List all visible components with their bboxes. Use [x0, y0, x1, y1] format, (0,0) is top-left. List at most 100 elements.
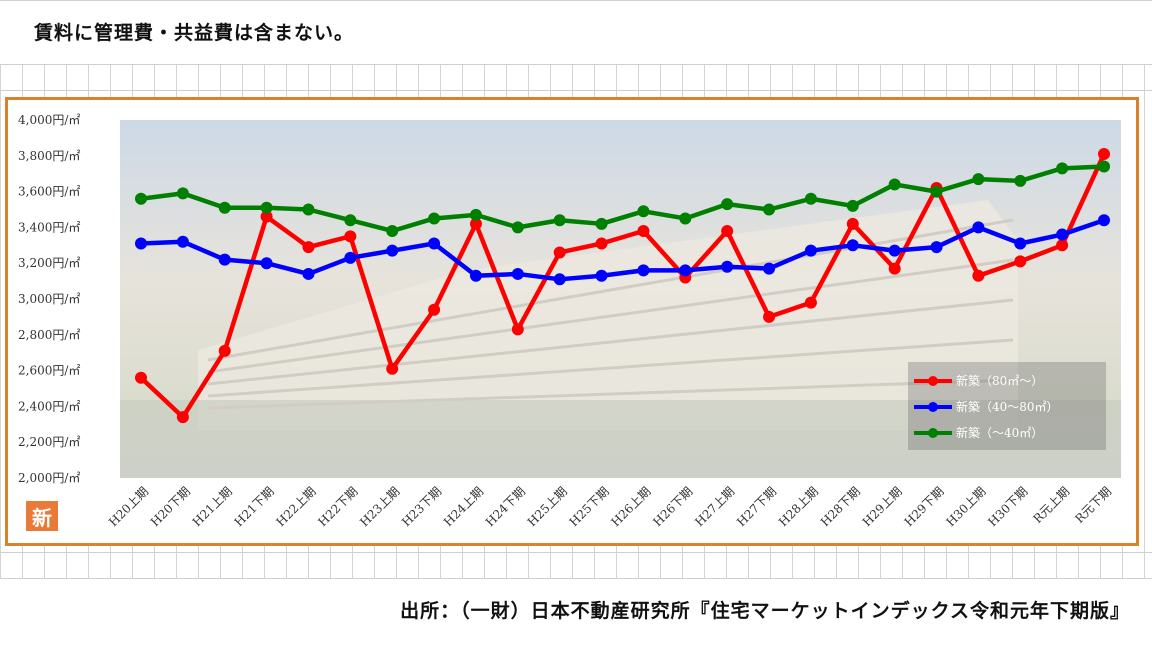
data-point [637, 205, 650, 218]
data-point [428, 303, 441, 316]
data-point [763, 203, 776, 216]
y-tick-label: 2,800円/㎡ [18, 328, 80, 342]
x-tick-label: H28下期 [818, 484, 863, 529]
data-point [1056, 228, 1069, 241]
x-tick-label: H29下期 [902, 484, 947, 529]
data-point [511, 267, 524, 280]
data-point [135, 192, 147, 205]
data-point [386, 244, 399, 257]
x-tick-label: H25下期 [567, 484, 612, 529]
data-point [1098, 214, 1110, 227]
x-tick-label: H20下期 [148, 484, 193, 529]
data-point [176, 235, 189, 248]
series-line [140, 218, 1105, 282]
data-point [888, 178, 901, 191]
data-point [1014, 174, 1027, 187]
building-floor-line [207, 258, 1014, 374]
legend: 新築（80㎡～） 新築（40～80㎡） 新築（～40㎡） [908, 362, 1106, 450]
data-point [972, 173, 985, 186]
data-point [176, 411, 189, 424]
data-point [637, 264, 650, 277]
data-point [721, 224, 734, 237]
data-point [344, 214, 357, 227]
data-point [218, 253, 231, 266]
x-tick-label: R元下期 [1072, 484, 1114, 526]
data-point [469, 208, 482, 221]
legend-swatch-marker [928, 376, 938, 386]
building-photo-background [120, 200, 1121, 478]
data-point [469, 217, 482, 230]
data-point [176, 187, 189, 200]
x-tick-label: H23下期 [399, 484, 444, 529]
data-point [930, 185, 943, 198]
x-tick-label: H26上期 [608, 484, 653, 529]
data-point [302, 241, 315, 254]
grid-row-line [0, 552, 1152, 553]
x-tick-label: H26下期 [650, 484, 695, 529]
building-floor-line [207, 378, 1014, 410]
data-point [763, 310, 776, 323]
y-tick-label: 3,800円/㎡ [18, 149, 80, 163]
data-point [1098, 160, 1110, 173]
data-point [260, 201, 273, 214]
data-point [679, 264, 692, 277]
data-point [344, 251, 357, 264]
data-point [763, 262, 776, 275]
x-tick-label: H29上期 [860, 484, 905, 529]
building-floor-line [207, 218, 1014, 362]
data-point [218, 344, 231, 357]
x-tick-label: H21上期 [190, 484, 235, 529]
x-tick-label: H27下期 [734, 484, 779, 529]
x-tick-label: H24上期 [441, 484, 486, 529]
x-tick-label: H25上期 [525, 484, 570, 529]
data-point [721, 198, 734, 211]
data-point [804, 244, 817, 257]
data-point [135, 371, 147, 384]
note-band [0, 0, 1152, 64]
data-point [260, 257, 273, 270]
data-point [888, 262, 901, 275]
y-tick-label: 3,400円/㎡ [18, 220, 80, 234]
data-point [972, 269, 985, 282]
grid-row-line [0, 578, 1152, 579]
source-text: 出所：（一財）日本不動産研究所『住宅マーケットインデックス令和元年下期版』 [400, 600, 1130, 622]
legend-label: 新築（40～80㎡） [956, 399, 1059, 414]
line-chart: 4,000円/㎡ 3,800円/㎡ 3,600円/㎡ 3,400円/㎡ 3,200円/㎡… [18, 113, 1121, 529]
legend-label: 新築（～40㎡） [956, 425, 1043, 440]
data-point [1056, 162, 1069, 175]
x-tick-label: H30下期 [985, 484, 1030, 529]
data-point [595, 269, 608, 282]
x-tick-label: H30上期 [943, 484, 988, 529]
data-point [888, 244, 901, 257]
chart-frame: 4,000円/㎡ 3,800円/㎡ 3,600円/㎡ 3,400円/㎡ 3,200円/㎡… [5, 97, 1139, 546]
data-point [846, 239, 859, 252]
data-point [721, 260, 734, 273]
series-line [139, 153, 1107, 420]
grid-row-line [0, 0, 1152, 1]
data-point [972, 221, 985, 234]
note-text: 賃料に管理費・共益費は含まない。 [34, 22, 355, 44]
y-axis: 4,000円/㎡ 3,800円/㎡ 3,600円/㎡ 3,400円/㎡ 3,200円/㎡… [18, 113, 80, 485]
y-tick-label: 2,200円/㎡ [18, 435, 80, 449]
data-point [1098, 148, 1110, 161]
y-tick-label: 2,600円/㎡ [18, 364, 80, 378]
data-point [135, 237, 147, 250]
data-point [511, 221, 524, 234]
series-line [140, 164, 1105, 234]
data-point [344, 230, 357, 243]
data-point [595, 237, 608, 250]
data-point [428, 237, 441, 250]
data-point [846, 217, 859, 230]
ground-shape [120, 400, 1121, 478]
series-lines [135, 148, 1110, 424]
x-tick-label: H21下期 [232, 484, 277, 529]
grid-row-line [0, 90, 1152, 91]
data-point [1014, 237, 1027, 250]
data-point [1014, 255, 1027, 268]
x-tick-label: H24下期 [483, 484, 528, 529]
x-tick-label: H23上期 [357, 484, 402, 529]
data-point [302, 203, 315, 216]
data-point [511, 323, 524, 336]
data-point [595, 217, 608, 230]
y-tick-label: 3,200円/㎡ [18, 256, 80, 270]
